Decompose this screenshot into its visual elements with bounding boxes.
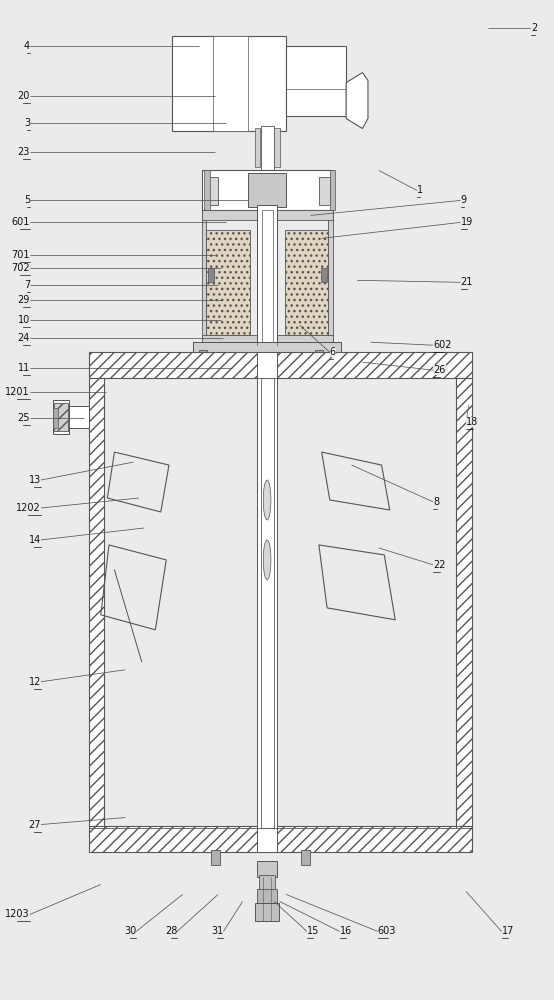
Bar <box>274 128 280 167</box>
Bar <box>301 850 310 865</box>
Text: 9: 9 <box>460 195 467 205</box>
Ellipse shape <box>263 540 271 580</box>
Text: 5: 5 <box>24 195 30 205</box>
Bar <box>286 46 346 116</box>
Text: 19: 19 <box>460 217 473 227</box>
Bar <box>328 210 332 345</box>
Text: 29: 29 <box>18 295 30 305</box>
Bar <box>202 335 332 345</box>
Bar <box>257 352 277 852</box>
Text: 1203: 1203 <box>6 909 30 919</box>
Text: 603: 603 <box>378 926 396 936</box>
Text: 24: 24 <box>18 333 30 343</box>
Text: 602: 602 <box>433 340 452 350</box>
Text: 4: 4 <box>24 41 30 51</box>
Bar <box>255 903 279 921</box>
Text: 23: 23 <box>18 147 30 157</box>
Polygon shape <box>346 73 368 129</box>
Text: 17: 17 <box>501 926 514 936</box>
Text: 11: 11 <box>18 363 30 373</box>
Bar <box>202 170 332 210</box>
Bar <box>193 342 341 362</box>
Text: 1: 1 <box>417 185 423 195</box>
Bar <box>456 378 471 828</box>
Bar <box>330 170 335 210</box>
Bar <box>61 406 89 428</box>
Bar <box>315 350 322 374</box>
Bar <box>257 205 277 350</box>
Text: 601: 601 <box>12 217 30 227</box>
Text: 21: 21 <box>460 277 473 287</box>
Text: 26: 26 <box>433 365 446 375</box>
Text: 1202: 1202 <box>16 503 41 513</box>
Bar <box>54 403 68 431</box>
Bar <box>211 850 220 865</box>
Text: 20: 20 <box>18 91 30 101</box>
Text: 28: 28 <box>165 926 177 936</box>
Text: 3: 3 <box>24 118 30 128</box>
Bar <box>321 268 326 282</box>
Bar <box>89 826 471 852</box>
Text: 27: 27 <box>28 820 41 830</box>
Text: 10: 10 <box>18 315 30 325</box>
Text: 15: 15 <box>307 926 319 936</box>
Text: 12: 12 <box>28 677 41 687</box>
Text: 13: 13 <box>29 475 41 485</box>
Text: 18: 18 <box>466 417 478 427</box>
Bar <box>89 378 104 828</box>
Text: 22: 22 <box>433 560 446 570</box>
Bar <box>259 875 275 891</box>
Bar <box>285 230 328 335</box>
Text: 6: 6 <box>330 347 336 357</box>
Bar <box>172 36 286 131</box>
Text: 8: 8 <box>433 497 439 507</box>
Text: 2: 2 <box>531 23 538 33</box>
Bar <box>208 268 214 282</box>
Text: 31: 31 <box>211 926 223 936</box>
Bar <box>254 128 260 167</box>
Text: 701: 701 <box>12 250 30 260</box>
Bar <box>199 350 207 374</box>
Text: 702: 702 <box>11 263 30 273</box>
Bar <box>261 210 273 345</box>
Text: 25: 25 <box>18 413 30 423</box>
Bar <box>53 408 58 428</box>
Bar <box>260 378 274 828</box>
Bar <box>319 177 330 205</box>
Bar <box>89 352 471 378</box>
Text: 1201: 1201 <box>6 387 30 397</box>
Bar <box>261 126 274 180</box>
Bar <box>207 177 218 205</box>
Bar <box>202 210 332 220</box>
Bar <box>202 210 206 345</box>
Bar <box>248 173 286 207</box>
Text: 30: 30 <box>124 926 136 936</box>
Bar <box>213 36 248 131</box>
Bar <box>204 170 210 210</box>
Ellipse shape <box>263 480 271 520</box>
Bar <box>206 230 250 335</box>
Text: 16: 16 <box>340 926 352 936</box>
Bar <box>53 400 69 434</box>
Bar <box>257 861 277 877</box>
Text: 14: 14 <box>29 535 41 545</box>
Text: 7: 7 <box>24 280 30 290</box>
Bar <box>257 889 277 905</box>
